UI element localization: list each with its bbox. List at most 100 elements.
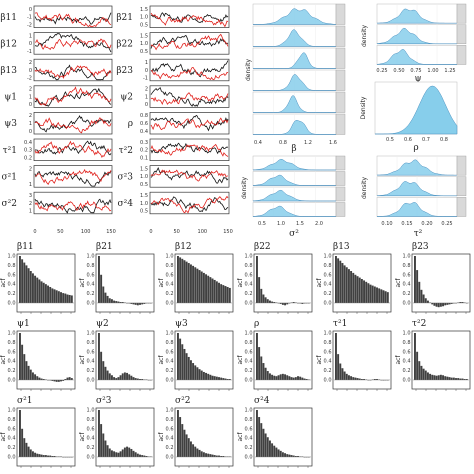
acf-bar	[53, 456, 56, 457]
acf-bar	[132, 450, 135, 457]
acf-bar	[179, 338, 182, 380]
trace-panel	[149, 5, 230, 28]
acf-bar	[435, 302, 438, 307]
acf-bar	[19, 333, 21, 380]
acf-bar	[260, 423, 263, 457]
trace-panel	[149, 85, 230, 108]
density-sigma-density	[252, 158, 336, 171]
acf-bar	[422, 294, 425, 303]
acf-bar	[256, 256, 258, 303]
acf-bar	[183, 260, 186, 303]
trace-ytick: 0.1	[140, 155, 148, 161]
density-beta-strip	[335, 47, 346, 69]
acf-ylabel: acf	[79, 278, 86, 288]
acf-bar	[448, 377, 451, 380]
trace-xtick: 100	[198, 229, 208, 235]
acf-bar	[213, 279, 216, 303]
acf-ytick: 0.2	[403, 291, 411, 297]
acf-bar	[442, 302, 445, 307]
acf-bar	[420, 289, 423, 303]
acf-bar	[444, 376, 447, 380]
acf-ytick: 0.0	[245, 377, 253, 383]
acf-bar	[297, 456, 299, 457]
acf-bar	[437, 302, 440, 308]
acf-ytick: 0.6	[324, 349, 332, 355]
acf-ytick: 1.0	[403, 331, 411, 337]
acf-bar	[198, 369, 201, 380]
acf-bar	[220, 377, 223, 380]
acf-ytick: 0.4	[166, 436, 174, 442]
trace-param-label: τ²1	[3, 146, 17, 156]
acf-bar	[200, 271, 203, 303]
acf-bar	[102, 361, 105, 380]
acf-bar	[279, 374, 282, 380]
trace-xtick: 150	[106, 229, 116, 235]
acf-bar	[339, 260, 342, 303]
acf-ytick: 1.0	[245, 254, 253, 260]
acf-bar	[380, 289, 383, 303]
acf-bar	[113, 377, 116, 380]
trace-ytick: 1.0	[140, 174, 148, 180]
acf-bar	[426, 300, 429, 303]
acf-ytick: 1.0	[8, 254, 16, 260]
acf-bar	[442, 375, 445, 380]
acf-ytick: 0.2	[8, 368, 16, 374]
trace-ytick: 0.2	[140, 148, 148, 154]
acf-bar	[297, 376, 299, 380]
acf-bar	[273, 302, 276, 303]
acf-bar	[435, 375, 438, 380]
acf-bar	[57, 379, 60, 382]
trace-xtick: 150	[223, 229, 233, 235]
density-tau-xtick: 0.15	[401, 221, 412, 227]
density-beta-density	[253, 8, 337, 25]
acf-bar	[104, 366, 107, 380]
acf-bar	[382, 290, 385, 303]
acf-ytick: 0.0	[245, 300, 253, 306]
trace-ytick: 1.5	[140, 166, 148, 172]
trace-ytick: 1	[145, 60, 148, 66]
acf-bar	[446, 302, 449, 305]
acf-bar	[215, 281, 218, 303]
acf-bar	[414, 256, 416, 303]
acf-ytick: 0.2	[245, 368, 253, 374]
acf-bar	[226, 379, 229, 380]
acf-bar	[36, 453, 39, 457]
acf-bar	[350, 271, 353, 303]
acf-ytick: 0.6	[87, 349, 95, 355]
acf-bar	[268, 300, 271, 303]
acf-ytick: 0.0	[403, 377, 411, 383]
density-beta-xtick: 0.4	[254, 140, 262, 146]
acf-bar	[205, 372, 208, 380]
trace-series-2	[34, 38, 112, 51]
trace-series-1	[34, 198, 112, 214]
density-psi-xlabel: ψ	[414, 74, 421, 84]
acf-ylabel: acf	[158, 355, 165, 365]
acf-ylabel: acf	[158, 278, 165, 288]
acf-bar	[416, 351, 419, 380]
acf-bar	[281, 452, 284, 457]
acf-bar	[352, 272, 355, 303]
density-sigma-strip	[335, 171, 346, 186]
acf-bar	[341, 263, 344, 303]
acf-bar	[66, 294, 69, 303]
acf-bar	[194, 365, 197, 380]
acf-bar	[294, 377, 297, 380]
acf-bar	[110, 450, 113, 457]
acf-bar	[414, 333, 416, 380]
acf-ytick: 0.2	[8, 445, 16, 451]
acf-bar	[29, 369, 32, 380]
acf-bar	[123, 447, 126, 457]
acf-bar	[350, 376, 353, 380]
acf-bar	[128, 447, 131, 457]
acf-ytick: 0.6	[8, 349, 16, 355]
acf-ytick: 0.8	[87, 417, 95, 423]
acf-ytick: 1.0	[8, 331, 16, 337]
acf-ytick: 0.8	[324, 263, 332, 269]
acf-bar	[446, 376, 449, 380]
acf-ytick: 0.0	[166, 377, 174, 383]
acf-bar	[21, 344, 24, 380]
acf-bar	[130, 302, 133, 304]
density-rho-xtick: 0.8	[440, 137, 448, 143]
acf-bar	[200, 370, 203, 380]
acf-bar	[463, 379, 466, 380]
